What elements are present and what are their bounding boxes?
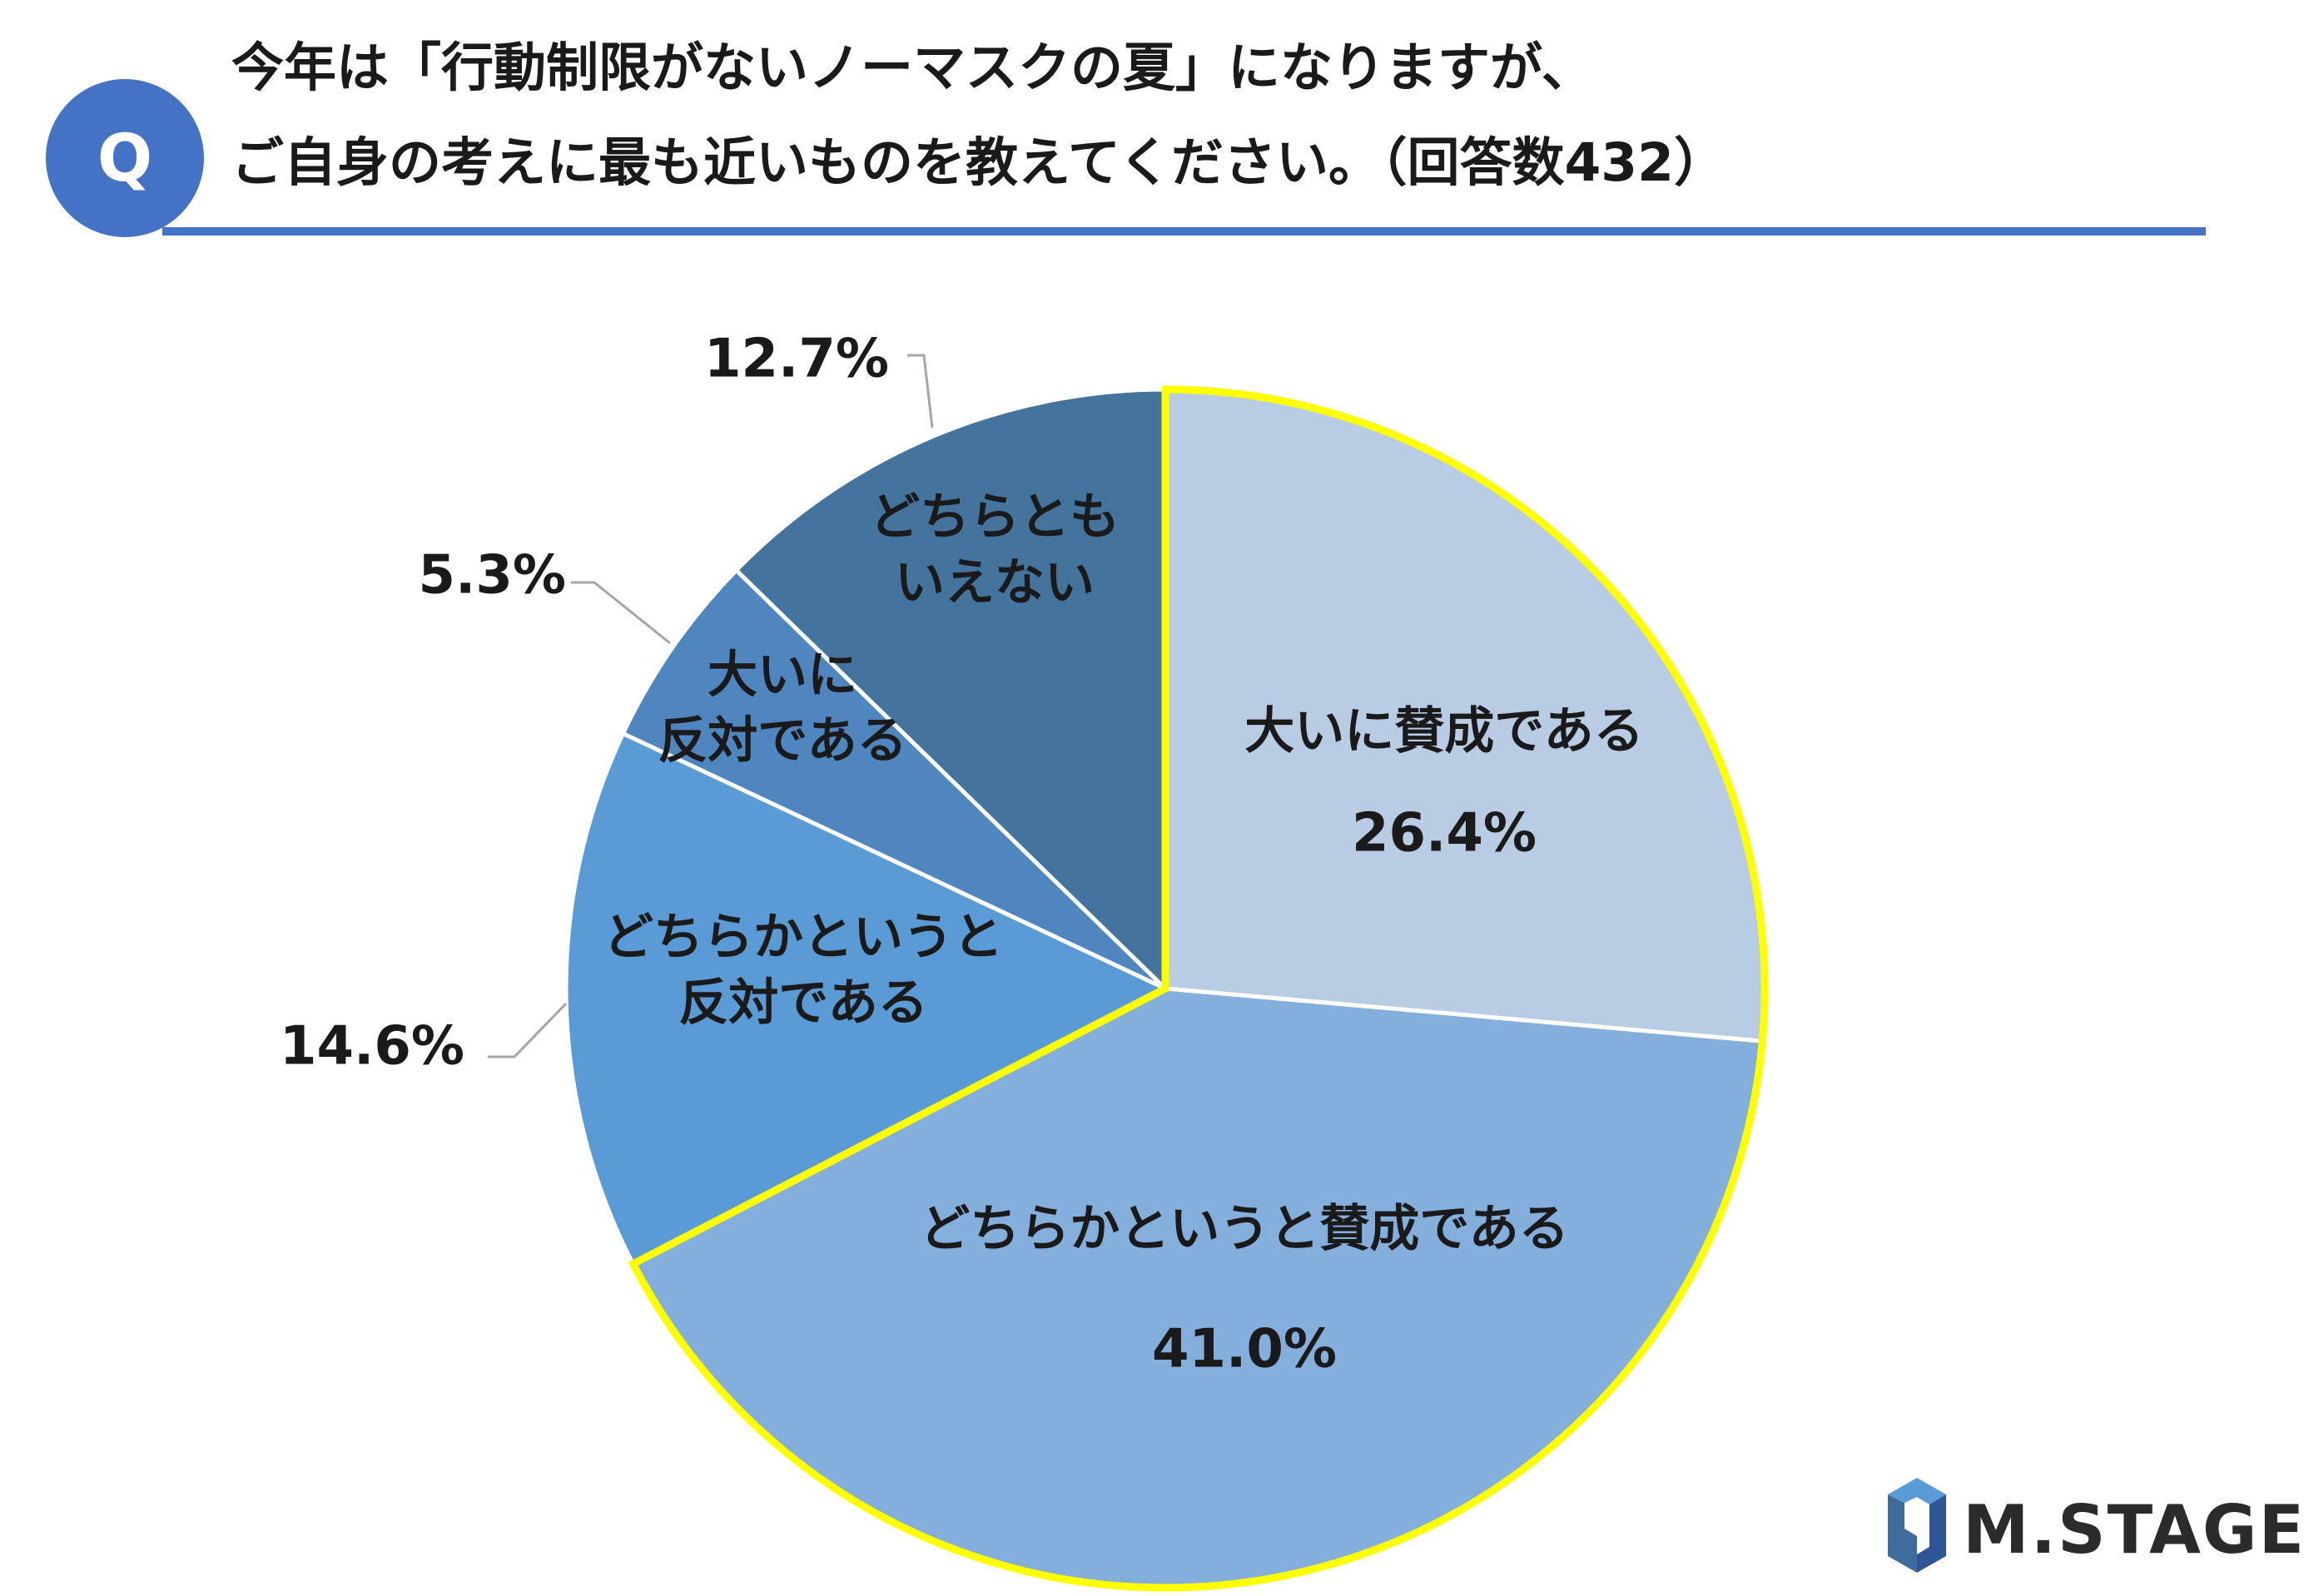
brand-name: M.STAGE (1963, 1491, 2306, 1569)
q-badge-letter: Q (97, 121, 152, 196)
pie-slice (564, 731, 1168, 1266)
question-line-2: ご自身の考えに最も近いものを教えてください。（回答数432） (231, 132, 1726, 193)
question-line-1: 今年は「行動制限がないノーマスクの夏」になりますが、 (231, 37, 1594, 98)
highlight-outline (628, 385, 1769, 1592)
pie-chart (564, 387, 1767, 1590)
brand-logo: M.STAGE (1888, 1478, 2306, 1573)
slice-label: 大いに賛成である (1244, 702, 1643, 761)
value-label: 41.0% (1152, 1318, 1337, 1380)
slice-label: いえない (895, 554, 1095, 612)
leader-line (571, 581, 671, 645)
pie-labels: 大いに賛成である26.4%どちらかというと賛成である41.0%どちらかというと反… (280, 328, 1644, 1380)
slice-label: どちらかというと (603, 908, 1003, 966)
slice-label: 反対である (658, 712, 906, 771)
slice-label: どちらとも (870, 488, 1120, 546)
question-header: Q 今年は「行動制限がないノーマスクの夏」になりますが、 ご自身の考えに最も近い… (46, 37, 2206, 237)
value-label: 26.4% (1352, 802, 1537, 864)
leader-lines (488, 354, 934, 1058)
pie-slice (734, 387, 1168, 991)
leader-line (488, 1002, 568, 1058)
value-label: 14.6% (280, 1015, 464, 1077)
slice-label: 反対である (678, 974, 927, 1033)
leader-line (907, 354, 934, 429)
value-label: 12.7% (704, 328, 889, 389)
hexagon-logo-icon (1888, 1478, 1946, 1573)
header-underline (162, 227, 2206, 235)
pie-highlight-outline (628, 385, 1769, 1592)
pie-slice (621, 568, 1168, 991)
slice-label: 大いに (708, 646, 857, 704)
value-label: 5.3% (419, 544, 567, 606)
q-badge (46, 79, 204, 237)
slice-label: どちらかというと賛成である (920, 1200, 1568, 1258)
